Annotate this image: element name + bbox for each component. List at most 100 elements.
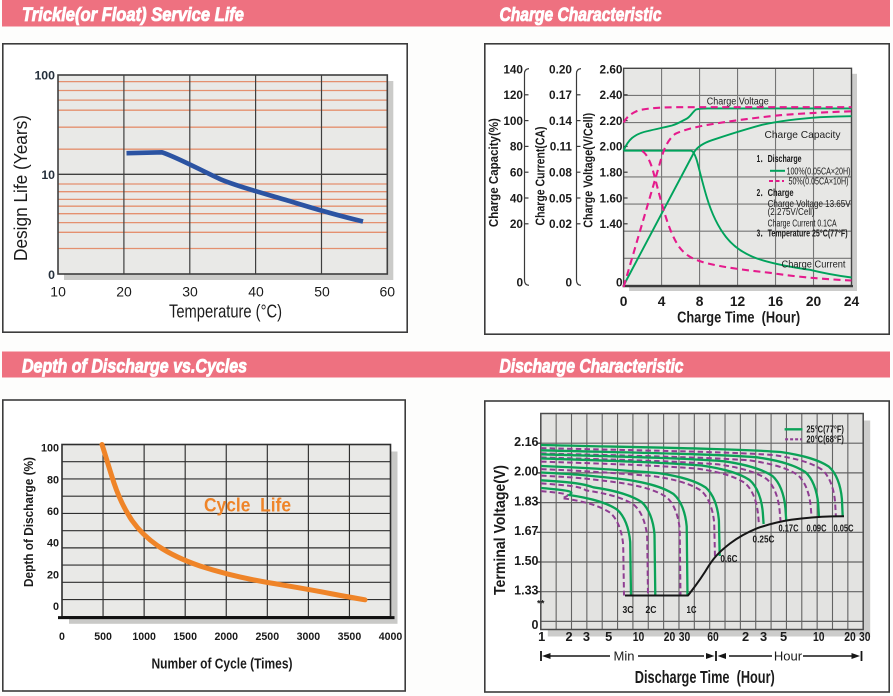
svg-text:10: 10 — [633, 629, 645, 644]
svg-text:40: 40 — [510, 191, 524, 205]
svg-text:40: 40 — [47, 538, 59, 550]
svg-text:Charge Characteristic: Charge Characteristic — [500, 5, 662, 26]
svg-text:0.17C: 0.17C — [779, 524, 799, 535]
svg-text:0.08: 0.08 — [549, 166, 572, 180]
svg-text:3: 3 — [760, 629, 767, 644]
svg-text:0.05: 0.05 — [549, 191, 572, 205]
svg-text:3C: 3C — [623, 605, 634, 616]
svg-text:20: 20 — [47, 569, 59, 581]
svg-text:40: 40 — [248, 284, 264, 300]
svg-text:20: 20 — [844, 629, 856, 644]
svg-text:Number of Cycle (Times): Number of Cycle (Times) — [152, 657, 293, 673]
svg-text:20: 20 — [806, 294, 822, 309]
svg-text:2: 2 — [742, 629, 749, 644]
svg-text:0.17: 0.17 — [549, 88, 572, 102]
svg-text:3．: 3． — [757, 229, 767, 240]
svg-text:100: 100 — [503, 114, 523, 128]
svg-text:5: 5 — [780, 629, 787, 644]
svg-text:2C: 2C — [646, 605, 657, 616]
svg-text:1．: 1． — [757, 154, 767, 165]
svg-text:Cycle Life: Cycle Life — [204, 495, 291, 517]
svg-text:2.16: 2.16 — [514, 435, 538, 449]
svg-text:0.25C: 0.25C — [753, 535, 775, 546]
svg-text:Discharge Characteristic: Discharge Characteristic — [500, 356, 684, 377]
svg-text:24: 24 — [844, 294, 860, 309]
svg-text:120: 120 — [503, 88, 523, 102]
svg-text:0: 0 — [59, 631, 65, 643]
svg-text:Charge Capacity: Charge Capacity — [765, 130, 842, 141]
svg-text:Charge: Charge — [768, 188, 794, 199]
svg-text:Discharge: Discharge — [768, 154, 802, 165]
svg-text:Depth of Discharge (%): Depth of Discharge (%) — [21, 457, 36, 587]
svg-text:16: 16 — [768, 294, 784, 309]
svg-text:0: 0 — [516, 276, 523, 290]
svg-text:1.33: 1.33 — [514, 584, 538, 598]
svg-text:1500: 1500 — [173, 631, 197, 643]
svg-text:2.00: 2.00 — [600, 140, 623, 154]
svg-text:0.09C: 0.09C — [807, 524, 827, 535]
svg-text:30: 30 — [859, 629, 871, 644]
svg-text:1: 1 — [538, 629, 545, 644]
svg-text:2000: 2000 — [214, 631, 238, 643]
svg-text:20°C(68°F): 20°C(68°F) — [806, 435, 844, 446]
svg-text:0: 0 — [565, 276, 572, 290]
svg-text:60: 60 — [380, 284, 396, 300]
svg-text:Charge Voltage 13.65V: Charge Voltage 13.65V — [768, 199, 851, 210]
svg-text:Charge Capacity(%): Charge Capacity(%) — [486, 118, 501, 227]
svg-text:Depth of Discharge vs.Cycles: Depth of Discharge vs.Cycles — [22, 356, 247, 377]
svg-text:Hour: Hour — [774, 648, 803, 663]
svg-text:1.80: 1.80 — [600, 166, 623, 180]
svg-text:Min: Min — [614, 648, 635, 663]
svg-text:10: 10 — [50, 284, 66, 300]
svg-text:Terminal Voltage(V): Terminal Voltage(V) — [492, 465, 509, 595]
svg-text:Charge Current: Charge Current — [782, 259, 846, 270]
svg-text:140: 140 — [503, 62, 523, 76]
svg-text:1.40: 1.40 — [600, 217, 623, 231]
svg-text:80: 80 — [510, 140, 524, 154]
svg-text:30: 30 — [182, 284, 198, 300]
svg-text:3500: 3500 — [338, 631, 362, 643]
svg-text:500: 500 — [94, 631, 112, 643]
svg-text:20: 20 — [116, 284, 132, 300]
svg-text:3: 3 — [583, 629, 590, 644]
svg-text:0.6C: 0.6C — [720, 554, 737, 565]
svg-text:20: 20 — [664, 629, 676, 644]
svg-text:Trickle(or Float) Service Life: Trickle(or Float) Service Life — [22, 5, 244, 26]
svg-text:(2.275V/Cell): (2.275V/Cell) — [768, 207, 815, 218]
svg-text:0: 0 — [532, 618, 539, 632]
svg-text:3000: 3000 — [297, 631, 321, 643]
svg-text:0.14: 0.14 — [549, 114, 572, 128]
svg-text:0: 0 — [53, 601, 59, 613]
svg-text:2.60: 2.60 — [600, 62, 623, 76]
svg-text:60: 60 — [47, 506, 59, 518]
svg-text:25°C(77°F): 25°C(77°F) — [806, 424, 844, 435]
svg-text:0: 0 — [616, 276, 623, 290]
svg-text:2: 2 — [565, 629, 572, 644]
svg-text:8: 8 — [696, 294, 704, 309]
svg-text:Charge Current(CA): Charge Current(CA) — [533, 127, 548, 226]
svg-text:4: 4 — [658, 294, 666, 309]
svg-text:50%(0.05CA×10H): 50%(0.05CA×10H) — [789, 176, 849, 187]
svg-text:1.67: 1.67 — [514, 524, 538, 538]
svg-text:2．: 2． — [757, 188, 767, 199]
svg-text:10: 10 — [813, 629, 825, 644]
svg-text:1.83: 1.83 — [514, 494, 538, 508]
svg-text:2500: 2500 — [256, 631, 280, 643]
svg-text:20: 20 — [510, 217, 524, 231]
svg-text:4000: 4000 — [379, 631, 403, 643]
svg-text:1.50: 1.50 — [514, 554, 538, 568]
svg-text:30: 30 — [679, 629, 691, 644]
svg-text:60: 60 — [510, 166, 524, 180]
svg-text:Charge Voltage: Charge Voltage — [707, 96, 769, 107]
svg-text:80: 80 — [47, 474, 59, 486]
svg-text:0.02: 0.02 — [549, 217, 572, 231]
svg-text:Design Life (Years): Design Life (Years) — [10, 115, 31, 261]
svg-text:**: ** — [537, 599, 545, 610]
svg-text:0: 0 — [620, 294, 628, 309]
svg-text:Discharge Time (Hour): Discharge Time (Hour) — [635, 667, 775, 687]
svg-text:2.00: 2.00 — [514, 465, 538, 479]
svg-text:0.20: 0.20 — [549, 62, 572, 76]
svg-text:10: 10 — [41, 168, 55, 182]
svg-text:Charge Current 0.1CA: Charge Current 0.1CA — [768, 219, 837, 230]
svg-text:50: 50 — [314, 284, 330, 300]
